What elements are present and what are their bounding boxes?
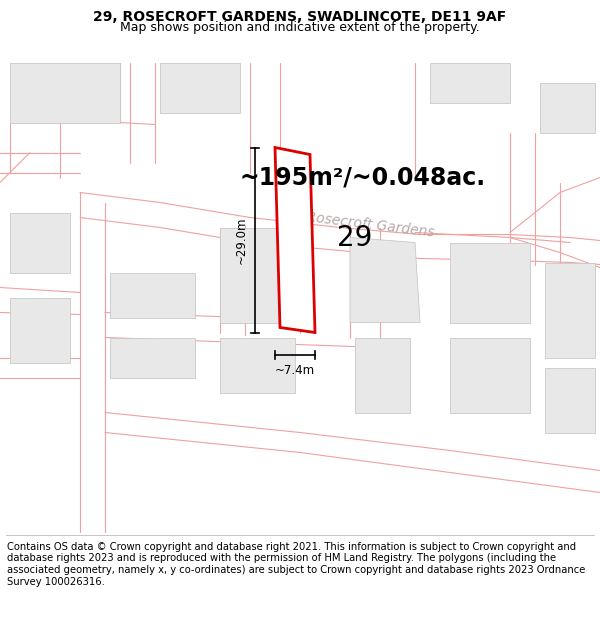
Text: Contains OS data © Crown copyright and database right 2021. This information is : Contains OS data © Crown copyright and d… xyxy=(7,542,586,586)
Text: ~195m²/~0.048ac.: ~195m²/~0.048ac. xyxy=(240,166,486,189)
Polygon shape xyxy=(10,213,70,272)
Polygon shape xyxy=(275,148,315,332)
Polygon shape xyxy=(10,298,70,362)
Polygon shape xyxy=(160,62,240,112)
Text: 29: 29 xyxy=(337,224,373,251)
Text: 29, ROSECROFT GARDENS, SWADLINCOTE, DE11 9AF: 29, ROSECROFT GARDENS, SWADLINCOTE, DE11… xyxy=(94,10,506,24)
Polygon shape xyxy=(110,338,195,377)
Text: Rosecroft Gardens: Rosecroft Gardens xyxy=(305,210,435,239)
Polygon shape xyxy=(220,338,295,392)
Polygon shape xyxy=(350,238,420,322)
Text: ~7.4m: ~7.4m xyxy=(275,364,315,377)
Polygon shape xyxy=(545,262,595,358)
Polygon shape xyxy=(220,228,295,322)
Polygon shape xyxy=(110,272,195,318)
Polygon shape xyxy=(450,242,530,322)
Polygon shape xyxy=(430,62,510,102)
Polygon shape xyxy=(545,368,595,432)
Polygon shape xyxy=(450,338,530,412)
Polygon shape xyxy=(355,338,410,412)
Polygon shape xyxy=(540,82,595,132)
Text: Map shows position and indicative extent of the property.: Map shows position and indicative extent… xyxy=(120,21,480,34)
Polygon shape xyxy=(10,62,120,122)
Text: ~29.0m: ~29.0m xyxy=(235,216,248,264)
